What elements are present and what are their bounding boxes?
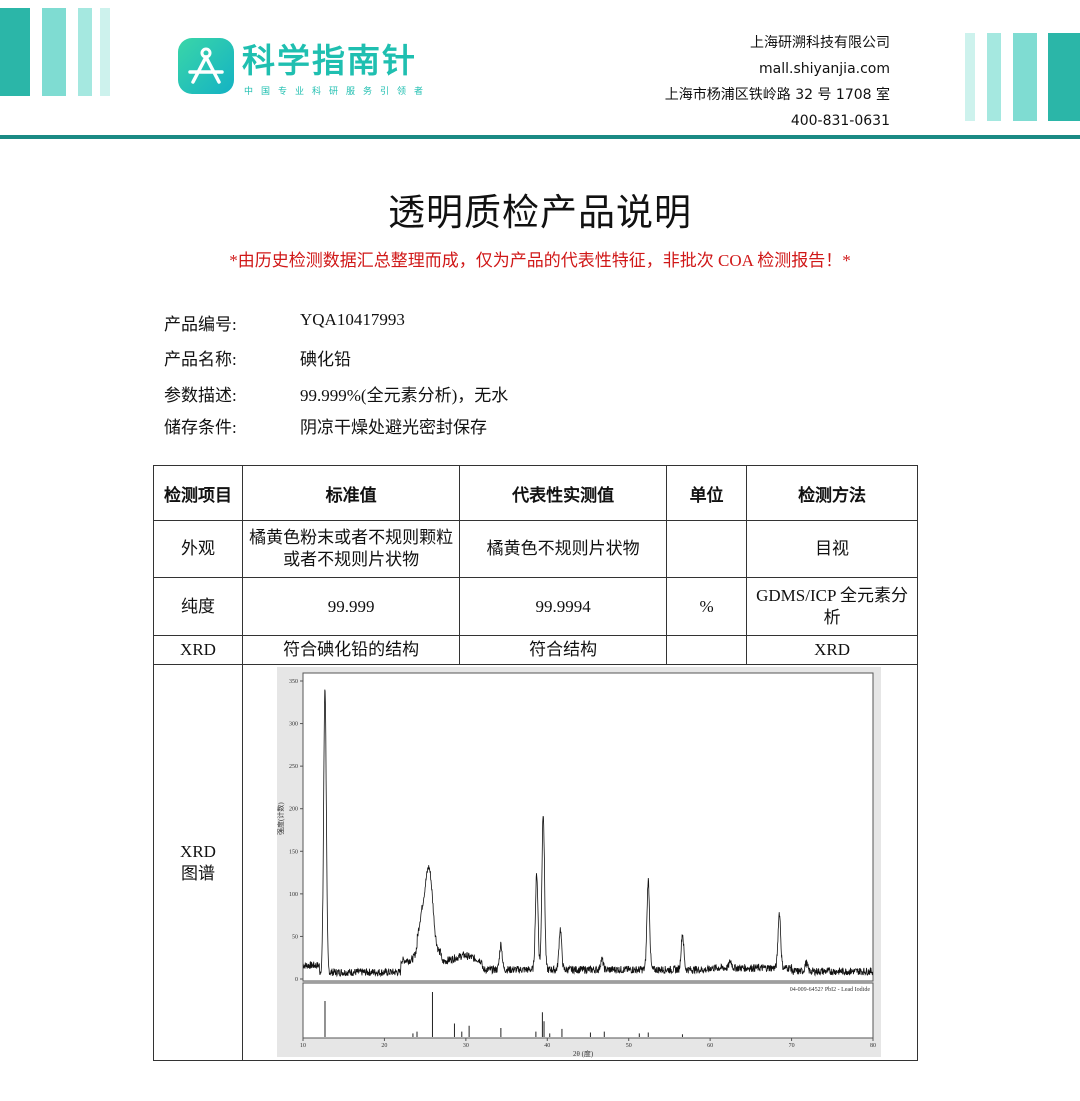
cell: 99.9994 <box>459 577 667 636</box>
cell: % <box>665 577 748 636</box>
th-unit: 单位 <box>665 465 748 521</box>
spec-table: 检测项目 标准值 代表性实测值 单位 检测方法 外观 橘黄色粉末或者不规则颗粒或… <box>153 465 918 1061</box>
x-tick-label: 40 <box>544 1043 550 1049</box>
info-product-name: 产品名称: 碘化铅 <box>164 345 351 370</box>
decor-bar <box>1048 33 1080 121</box>
table-header-row: 检测项目 标准值 代表性实测值 单位 检测方法 <box>153 465 918 521</box>
y-tick-label: 200 <box>289 807 298 813</box>
th-item: 检测项目 <box>153 465 243 521</box>
table-row-xrd: XRD 图谱 0 50 100 150 200 250 300 350 10 20 30 40 50 60… <box>153 664 918 1061</box>
info-label: 产品编号: <box>164 315 237 334</box>
website: mall.shiyanjia.com <box>759 61 890 77</box>
reference-panel <box>302 982 874 1039</box>
x-tick-label: 80 <box>870 1043 876 1049</box>
decor-bar <box>100 8 110 96</box>
cell: 橘黄色粉末或者不规则颗粒或者不规则片状物 <box>241 520 461 578</box>
y-tick-label: 100 <box>289 892 298 898</box>
cell: 符合碘化铅的结构 <box>241 635 461 665</box>
th-method: 检测方法 <box>746 465 918 521</box>
decor-bar <box>987 33 1001 121</box>
cell: XRD 图谱 <box>153 664 243 1061</box>
table-row: XRD 符合碘化铅的结构 符合结构 XRD <box>153 635 918 665</box>
company-name: 上海研溯科技有限公司 <box>750 35 890 51</box>
xrd-pattern-line <box>302 689 874 978</box>
info-value: 99.999%(全元素分析)，无水 <box>300 386 509 405</box>
cell: 外观 <box>153 520 243 578</box>
info-storage: 储存条件: 阴凉干燥处避光密封保存 <box>164 413 487 438</box>
x-axis-label: 2θ (度) <box>573 1049 594 1058</box>
xrd-chart-cell: 0 50 100 150 200 250 300 350 10 20 30 40 50 60 70 80 2θ … <box>242 664 918 1061</box>
compass-icon <box>178 38 234 94</box>
cell: 橘黄色不规则片状物 <box>459 520 667 578</box>
company-contact: 上海研溯科技有限公司 mall.shiyanjia.com 上海市杨浦区铁岭路 … <box>665 30 890 134</box>
cell: 99.999 <box>241 577 461 636</box>
logo-slogan: 中国专业科研服务引领者 <box>244 87 432 97</box>
phone: 400-831-0631 <box>790 113 890 129</box>
y-tick-label: 250 <box>289 764 298 770</box>
header-divider <box>0 135 1080 139</box>
decor-bar <box>78 8 92 96</box>
x-tick-label: 60 <box>707 1043 713 1049</box>
info-value: YQA10417993 <box>300 310 405 329</box>
page-title: 透明质检产品说明 <box>388 193 692 234</box>
address: 上海市杨浦区铁岭路 32 号 1708 室 <box>664 87 890 103</box>
info-value: 阴凉干燥处避光密封保存 <box>300 418 487 437</box>
reference-label: 04-009-6452? PbI2 - Lead Iodide <box>790 987 871 993</box>
info-label: 储存条件: <box>164 418 237 437</box>
cell: 纯度 <box>153 577 243 636</box>
info-label: 参数描述: <box>164 386 237 405</box>
th-measured: 代表性实测值 <box>459 465 667 521</box>
info-description: 参数描述: 99.999%(全元素分析)，无水 <box>164 381 508 406</box>
cell <box>665 520 748 578</box>
table-row: 外观 橘黄色粉末或者不规则颗粒或者不规则片状物 橘黄色不规则片状物 目视 <box>153 520 918 578</box>
cell: 目视 <box>746 520 918 578</box>
decor-bar <box>42 8 66 96</box>
cell: 符合结构 <box>459 635 667 665</box>
cell: XRD <box>153 635 243 665</box>
disclaimer: *由历史检测数据汇总整理而成，仅为产品的代表性特征，非批次 COA 检测报告！* <box>229 251 851 270</box>
y-tick-label: 300 <box>289 722 298 728</box>
decor-bar <box>965 33 975 121</box>
logo-name: 科学指南针 <box>242 41 417 80</box>
decor-bar <box>1013 33 1037 121</box>
plot-area <box>302 672 874 982</box>
x-tick-label: 70 <box>789 1043 795 1049</box>
info-product-code: 产品编号: YQA10417993 <box>164 310 405 335</box>
y-axis-label: 强度(计数) <box>276 802 285 835</box>
x-tick-label: 20 <box>381 1043 387 1049</box>
th-standard: 标准值 <box>241 465 461 521</box>
y-tick-label: 150 <box>289 849 298 855</box>
cell: GDMS/ICP 全元素分析 <box>746 577 918 636</box>
x-tick-label: 10 <box>300 1043 306 1049</box>
info-label: 产品名称: <box>164 350 237 369</box>
info-value: 碘化铅 <box>300 350 351 369</box>
xrd-chart: 0 50 100 150 200 250 300 350 10 20 30 40 50 60 70 80 2θ … <box>276 667 881 1058</box>
x-tick-label: 30 <box>463 1043 469 1049</box>
table-row: 纯度 99.999 99.9994 % GDMS/ICP 全元素分析 <box>153 577 918 636</box>
y-tick-label: 50 <box>292 934 298 940</box>
decor-bar <box>0 8 30 96</box>
cell <box>665 635 748 665</box>
y-tick-label: 350 <box>289 679 298 685</box>
x-tick-label: 50 <box>626 1043 632 1049</box>
y-tick-label: 0 <box>295 977 298 983</box>
cell: XRD <box>746 635 918 665</box>
